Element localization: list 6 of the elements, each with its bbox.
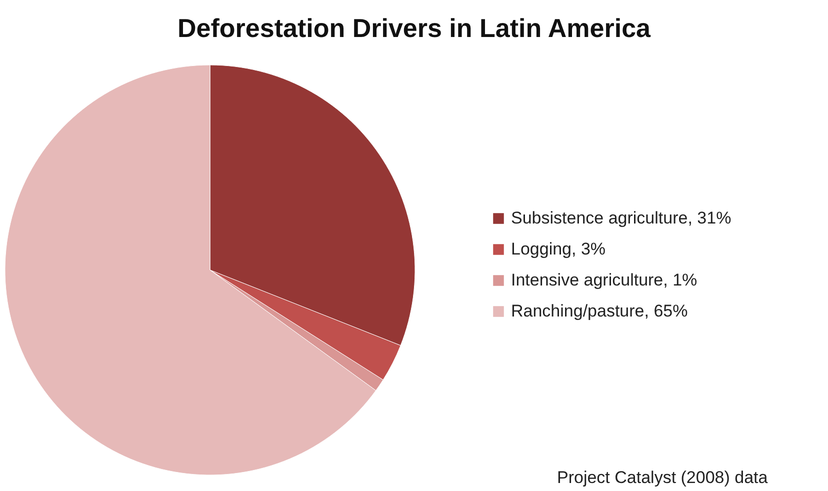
chart-title: Deforestation Drivers in Latin America — [178, 13, 652, 43]
legend-label: Logging, 3% — [511, 240, 606, 258]
legend-label: Ranching/pasture, 65% — [511, 302, 688, 320]
text: Project Catalyst (2008) data — [557, 468, 768, 487]
legend-label: Intensive agriculture, 1% — [511, 270, 698, 290]
legend-label: Subsistence agriculture, 31% — [511, 208, 732, 228]
